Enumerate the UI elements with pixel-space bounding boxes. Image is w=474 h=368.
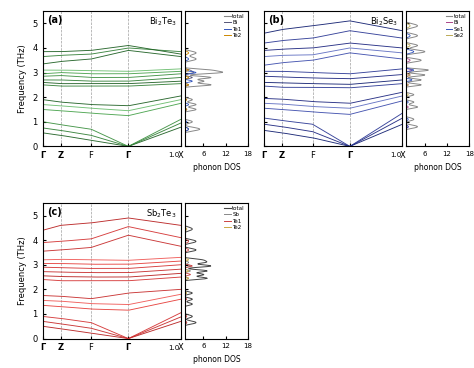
Y-axis label: Frequency (THz): Frequency (THz) — [18, 237, 27, 305]
Text: 1.0: 1.0 — [169, 345, 180, 351]
X-axis label: phonon DOS: phonon DOS — [414, 163, 462, 172]
Text: Bi$_2$Te$_3$: Bi$_2$Te$_3$ — [149, 15, 177, 28]
X-axis label: phonon DOS: phonon DOS — [192, 355, 240, 364]
X-axis label: phonon DOS: phonon DOS — [192, 163, 240, 172]
Text: (a): (a) — [47, 15, 62, 25]
Text: (c): (c) — [47, 207, 62, 217]
Text: 1.0: 1.0 — [169, 152, 180, 159]
Y-axis label: Frequency (THz): Frequency (THz) — [18, 44, 27, 113]
Text: Bi$_2$Se$_3$: Bi$_2$Se$_3$ — [370, 15, 398, 28]
Legend: total, Sb, Te1, Te2: total, Sb, Te1, Te2 — [222, 204, 247, 232]
Text: 1.0: 1.0 — [390, 152, 401, 159]
Legend: total, Bi, Te1, Te2: total, Bi, Te1, Te2 — [222, 12, 247, 40]
Text: (b): (b) — [268, 15, 284, 25]
Legend: total, Bi, Se1, Se2: total, Bi, Se1, Se2 — [443, 12, 469, 40]
Text: Sb$_2$Te$_3$: Sb$_2$Te$_3$ — [146, 207, 177, 220]
